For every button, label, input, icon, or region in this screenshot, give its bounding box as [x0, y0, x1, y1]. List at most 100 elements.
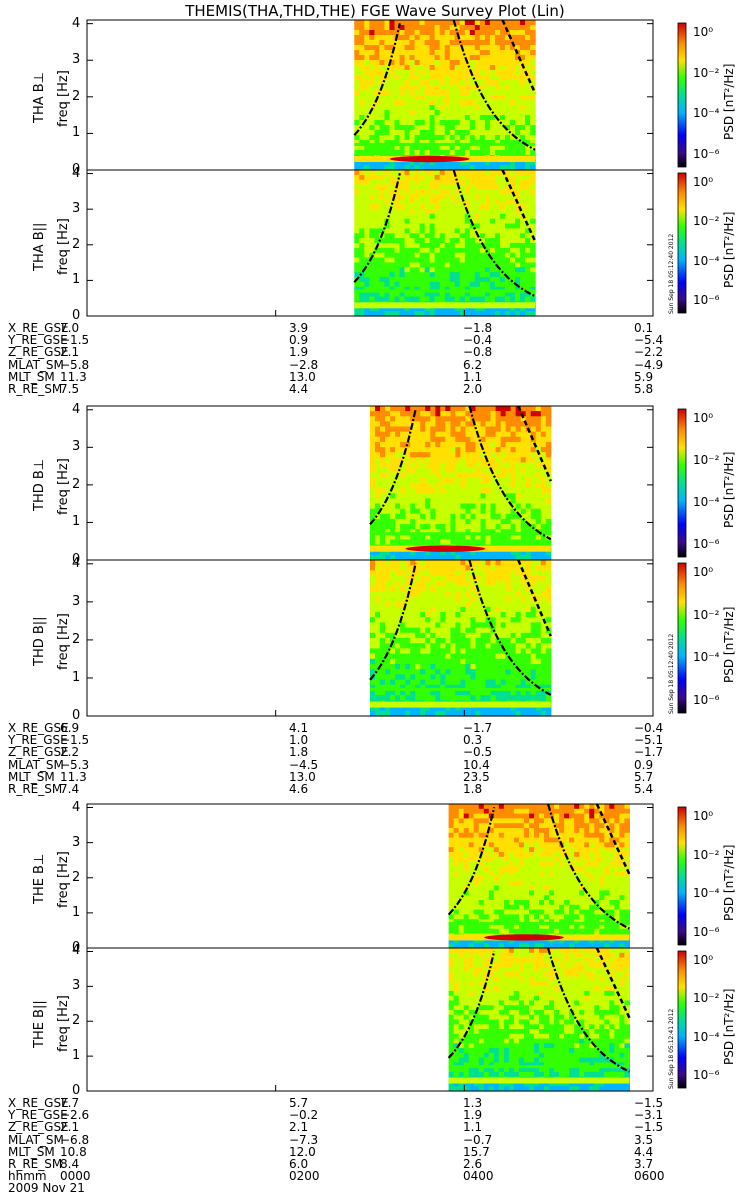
spectrogram-cell	[419, 223, 426, 229]
spectrogram-cell	[379, 306, 385, 312]
spectrogram-cell	[385, 632, 391, 639]
spectrogram-cell	[475, 684, 482, 691]
spectrogram-cell	[525, 648, 532, 655]
spectrogram-cell	[469, 90, 476, 96]
spectrogram-cell	[525, 586, 532, 592]
spectrogram-cell	[450, 612, 456, 618]
spectrogram-cell	[425, 549, 431, 556]
spectrogram-cell	[389, 110, 395, 116]
spectrogram-cell	[435, 452, 441, 458]
spectrogram-cell	[380, 529, 386, 535]
spectrogram-cell	[454, 95, 461, 101]
spectrogram-cell	[370, 462, 376, 469]
spectrogram-cell	[485, 580, 492, 587]
spectrogram-cell	[435, 570, 441, 577]
spectrogram-cell	[405, 483, 411, 489]
spectrogram-cell	[530, 705, 537, 712]
spectrogram-cell	[429, 135, 436, 141]
spectrogram-cell	[430, 534, 436, 540]
spectrogram-cell	[359, 194, 365, 200]
spectrogram-cell	[525, 140, 531, 146]
spectrogram-cell	[464, 267, 471, 273]
spectrogram-cell	[464, 184, 471, 191]
spectrogram-cell	[395, 596, 401, 603]
spectrogram-cell	[375, 658, 381, 665]
spectrogram-cell	[468, 813, 475, 819]
spectrogram-cell	[459, 30, 466, 36]
spectrogram-cell	[559, 866, 565, 872]
spectrogram-cell	[510, 426, 517, 433]
spectrogram-cell	[520, 617, 527, 623]
spectrogram-cell	[414, 189, 421, 195]
spectrogram-cell	[484, 223, 491, 229]
spectrogram-cell	[495, 679, 502, 686]
spectrogram-cell	[510, 472, 517, 479]
spectrogram-cell	[354, 45, 360, 51]
spectrogram-cell	[490, 653, 497, 660]
spectrogram-cell	[500, 617, 507, 623]
spectrogram-cell	[614, 861, 620, 867]
spectrogram-cell	[384, 145, 390, 151]
spectrogram-cell	[520, 549, 527, 556]
spectrogram-cell	[379, 277, 385, 283]
spectrogram-cell	[375, 488, 381, 494]
spectrogram-cell	[444, 115, 451, 121]
spectrogram-cell	[480, 580, 487, 587]
spectrogram-cell	[530, 580, 537, 587]
spectrogram-cell	[384, 20, 390, 26]
spectrogram-cell	[445, 503, 451, 510]
spectrogram-cell	[375, 664, 381, 670]
spectrogram-cell	[515, 534, 522, 540]
spectrogram-cell	[364, 189, 370, 195]
spectrogram-cell	[385, 472, 391, 479]
spectrogram-cell	[380, 436, 386, 443]
spectrogram-cell	[505, 436, 512, 443]
spectrogram-cell	[369, 95, 375, 101]
spectrogram-cell	[510, 488, 517, 494]
spectrogram-cell	[475, 617, 482, 623]
spectrogram-cell	[399, 130, 406, 136]
spectrogram-cell	[545, 612, 552, 618]
spectrogram-cell	[453, 852, 460, 858]
spectrogram-cell	[490, 648, 497, 655]
spectrogram-cell	[400, 472, 406, 479]
spectrogram-cell	[384, 179, 390, 186]
spectrogram-cell	[445, 467, 451, 474]
spectrogram-cell	[510, 452, 517, 458]
spectrogram-cell	[448, 856, 455, 863]
spectrogram-cell	[520, 653, 527, 660]
spectrogram-cell	[454, 213, 461, 220]
spectrogram-cell	[370, 710, 376, 717]
spectrogram-cell	[395, 601, 401, 608]
spectrogram-cell	[455, 580, 461, 587]
spectrogram-cell	[464, 218, 471, 225]
spectrogram-cell	[498, 823, 505, 829]
spectrogram-cell	[364, 145, 370, 151]
spectrogram-cell	[515, 679, 522, 686]
spectrogram-cell	[430, 447, 436, 453]
spectrogram-cell	[415, 601, 421, 608]
spectrogram-cell	[508, 828, 515, 834]
spectrogram-cell	[474, 30, 481, 36]
spectrogram-cell	[425, 503, 431, 510]
spectrogram-cell	[499, 262, 506, 268]
spectrogram-cell	[465, 462, 471, 469]
spectrogram-cell	[469, 199, 476, 205]
spectrogram-cell	[414, 262, 421, 268]
spectrogram-cell	[444, 30, 451, 36]
spectrogram-cell	[394, 75, 401, 81]
spectrogram-cell	[499, 238, 506, 244]
spectrogram-cell	[455, 705, 461, 712]
spectrogram-cell	[545, 591, 552, 597]
spectrogram-cell	[474, 267, 481, 273]
spectrogram-cell	[445, 690, 451, 696]
spectrogram-cell	[489, 189, 496, 195]
spectrogram-cell	[459, 306, 466, 312]
spectrogram-cell	[385, 477, 391, 484]
spectrogram-cell	[399, 208, 406, 215]
spectrogram-cell	[525, 436, 532, 443]
spectrogram-cell	[375, 457, 381, 463]
spectrogram-cell	[510, 586, 517, 592]
spectrogram-cell	[410, 426, 416, 433]
spectrogram-cell	[475, 549, 482, 556]
